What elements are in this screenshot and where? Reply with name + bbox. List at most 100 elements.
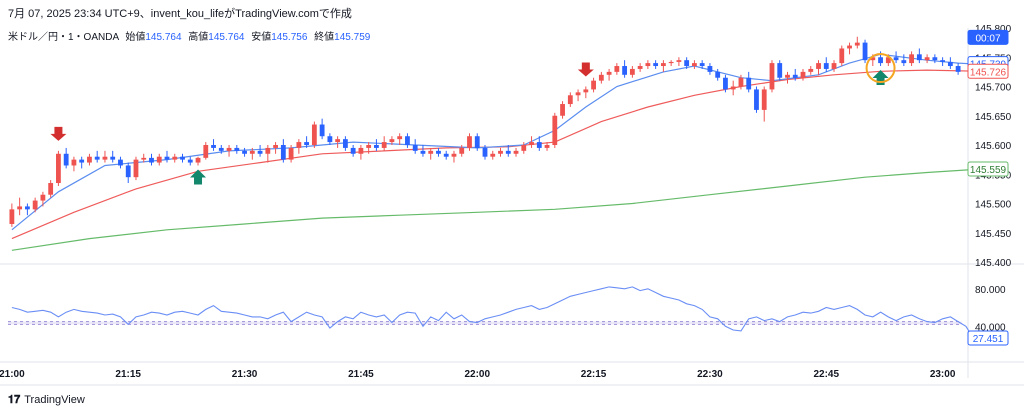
low-value: 145.756	[271, 32, 308, 43]
candle-body	[327, 136, 333, 143]
candle-body	[350, 147, 356, 154]
candle-body	[311, 124, 317, 145]
candle-body	[529, 142, 534, 145]
time-tick-label: 21:15	[115, 369, 141, 380]
candle-body	[389, 139, 395, 143]
candle-body	[653, 63, 659, 67]
symbol-label[interactable]: 米ドル／円・1・OANDA	[8, 32, 119, 43]
candle-body	[940, 60, 946, 62]
tv-logo-icon: 𝟏𝟕	[8, 393, 21, 406]
ma-slow-line	[11, 168, 982, 251]
candle-body	[567, 95, 573, 105]
rsi-line	[11, 286, 975, 339]
time-tick-label: 22:30	[697, 369, 723, 380]
candle-body	[474, 136, 480, 148]
rsi-band-fill	[8, 321, 962, 325]
candle-body	[823, 63, 829, 69]
candle-body	[32, 200, 38, 210]
chart-caption: 7月 07, 2025 23:34 UTC+9、invent_kou_lifeが…	[8, 8, 352, 20]
candle-body	[645, 63, 651, 67]
rsi-label-text: 27.451	[973, 334, 1004, 345]
candle-body	[909, 54, 914, 64]
candle-body	[598, 74, 604, 81]
candle-body	[242, 150, 247, 154]
candle-body	[800, 71, 806, 78]
candle-body	[195, 157, 201, 163]
candle-body	[203, 145, 209, 158]
ohlc-legend: 米ドル／円・1・OANDA 始値145.764 高値145.764 安値145.…	[8, 28, 370, 43]
candle-body	[180, 156, 185, 160]
candle-body	[187, 159, 193, 163]
candle-body	[901, 60, 907, 64]
candle-body	[831, 63, 837, 69]
candle-body	[156, 156, 162, 163]
time-tick-label: 22:00	[464, 369, 490, 380]
candle-body	[498, 150, 503, 154]
price-tick-label: 145.500	[975, 200, 1012, 211]
candle-body	[467, 136, 472, 148]
ma-slow-path	[11, 168, 982, 251]
candle-body	[606, 71, 612, 75]
price-label-box	[967, 29, 1009, 45]
price-tick-label: 145.450	[975, 229, 1012, 240]
candle-body	[459, 147, 465, 154]
candles	[9, 36, 961, 227]
candle-body	[932, 57, 938, 61]
price-label-text: 145.726	[970, 67, 1007, 78]
candle-body	[777, 63, 783, 78]
candle-body	[591, 80, 596, 90]
price-label-box	[967, 161, 1009, 177]
sell-arrow-icon	[577, 62, 594, 77]
candle-body	[265, 147, 271, 154]
open-label: 始値	[125, 32, 146, 43]
rsi-label-box	[967, 330, 1009, 346]
candle-body	[955, 66, 961, 72]
price-tick-label: 145.400	[975, 258, 1012, 269]
candle-body	[575, 92, 581, 96]
time-tick-label: 22:45	[813, 369, 839, 380]
price-label-text: 145.559	[970, 165, 1007, 176]
buy-arrow-icon	[190, 169, 207, 185]
tradingview-logo[interactable]: 𝟏𝟕 TradingView	[8, 393, 85, 407]
candle-body	[304, 142, 310, 145]
candle-body	[916, 54, 922, 61]
candle-body	[405, 136, 410, 145]
candle-body	[288, 147, 294, 160]
price-tick-label: 145.700	[975, 83, 1012, 94]
candle-body	[125, 165, 131, 178]
time-tick-label: 22:15	[581, 369, 607, 380]
price-tick-label: 145.650	[975, 112, 1012, 123]
rsi-bands	[8, 321, 962, 325]
candle-body	[451, 153, 457, 157]
low-label: 安値	[251, 32, 272, 43]
candle-body	[374, 145, 379, 148]
candle-body	[296, 142, 302, 148]
candle-body	[692, 63, 697, 67]
candle-body	[87, 156, 92, 163]
candle-body	[684, 60, 690, 67]
candle-body	[56, 153, 61, 184]
candle-body	[544, 145, 550, 148]
candle-body	[505, 150, 511, 154]
candle-body	[699, 63, 705, 67]
price-label-box	[967, 63, 1009, 79]
close-value: 145.759	[334, 32, 371, 43]
candle-body	[420, 150, 426, 154]
time-tick-label: 21:00	[0, 369, 25, 380]
candle-body	[280, 145, 286, 160]
candle-body	[854, 42, 860, 46]
candle-body	[676, 60, 682, 62]
candle-body	[583, 89, 589, 93]
candle-body	[79, 159, 85, 163]
candle-body	[381, 142, 387, 148]
candle-body	[707, 66, 713, 72]
candle-body	[839, 48, 845, 64]
candle-body	[629, 68, 635, 75]
candle-body	[730, 86, 736, 90]
candle-body	[141, 157, 147, 160]
signal-arrows	[50, 53, 896, 185]
candle-body	[428, 150, 434, 154]
candle-body	[847, 45, 852, 49]
open-value: 145.764	[145, 32, 182, 43]
